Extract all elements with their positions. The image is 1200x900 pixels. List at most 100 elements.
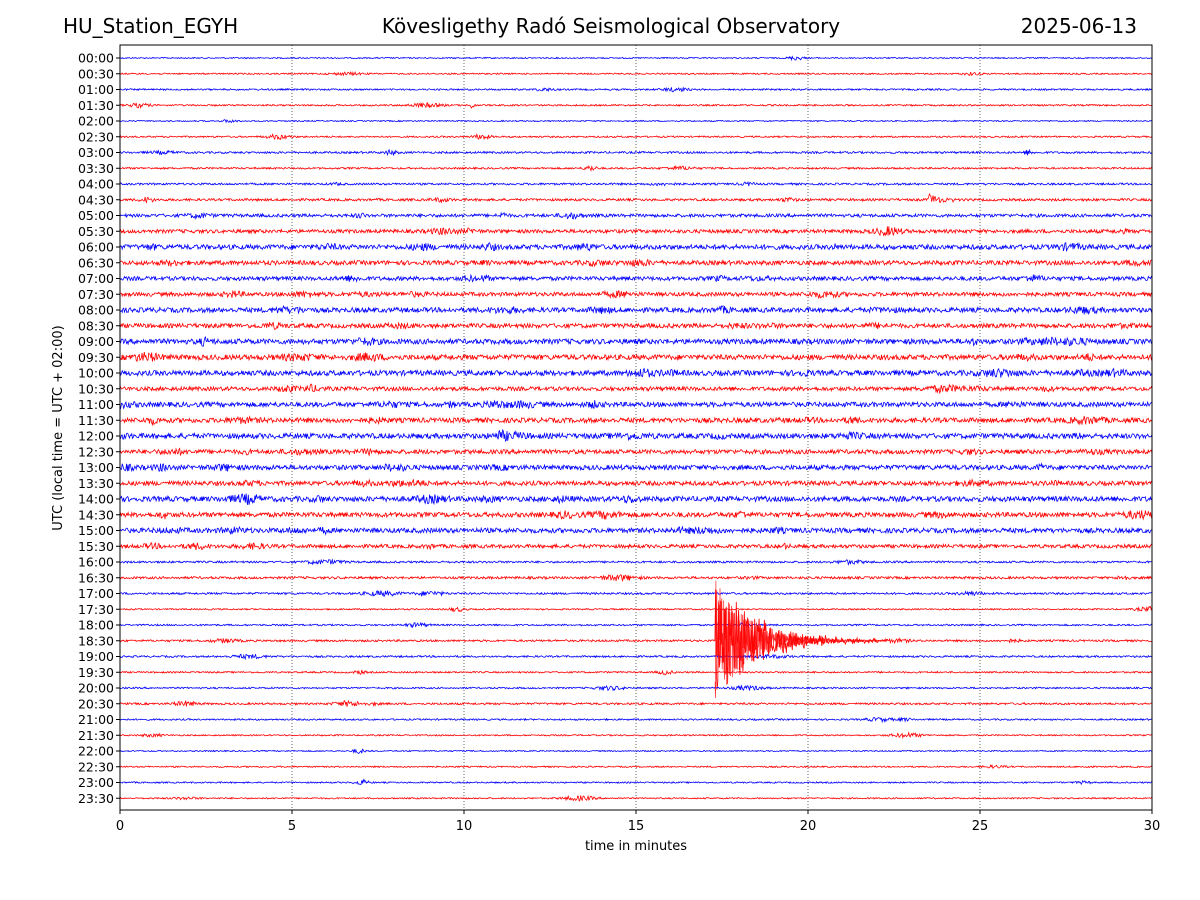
trace-row: [120, 383, 1152, 395]
trace-row: [120, 352, 1152, 363]
trace-row: [120, 525, 1152, 536]
y-tick-label: 18:30: [78, 633, 114, 648]
y-tick-label: 10:30: [78, 381, 114, 396]
trace-row: [120, 71, 1152, 77]
y-tick-label: 14:00: [78, 492, 114, 507]
event-layer: [714, 580, 888, 699]
y-tick-label: 05:30: [78, 224, 114, 239]
trace-row: [120, 335, 1152, 347]
trace-row: [120, 621, 1152, 629]
trace-row: [120, 447, 1152, 457]
x-tick-label: 5: [288, 819, 296, 834]
trace-row: [120, 589, 1152, 690]
trace-row: [120, 684, 1152, 692]
trace-row: [120, 192, 1152, 204]
trace-row: [120, 132, 1152, 141]
trace-row: [120, 399, 1152, 410]
y-tick-label: 07:30: [78, 287, 114, 302]
trace-row: [120, 305, 1152, 316]
y-axis-label: UTC (local time = UTC + 02:00): [51, 325, 66, 530]
trace-row: [120, 241, 1152, 252]
date-label: 2025-06-13: [1020, 14, 1137, 38]
y-tick-label: 05:00: [78, 208, 114, 223]
y-tick-label: 19:30: [78, 665, 114, 680]
y-tick-label: 06:30: [78, 255, 114, 270]
trace-row: [120, 478, 1152, 488]
y-tick-label: 09:00: [78, 334, 114, 349]
y-tick-label: 21:30: [78, 728, 114, 743]
trace-row: [120, 574, 1152, 583]
trace-row: [120, 493, 1152, 506]
y-tick-label: 18:00: [78, 618, 114, 633]
trace-row: [120, 258, 1152, 268]
y-tick-label: 15:30: [78, 539, 114, 554]
y-tick-label: 11:30: [78, 413, 114, 428]
y-tick-label: 07:00: [78, 271, 114, 286]
y-tick-label: 04:00: [78, 177, 114, 192]
y-axis: 00:0000:3001:0001:3002:0002:3003:0003:30…: [78, 51, 120, 806]
y-tick-label: 00:30: [78, 66, 114, 81]
y-tick-label: 16:00: [78, 555, 114, 570]
trace-row: [120, 86, 1152, 93]
trace-row: [120, 181, 1152, 187]
y-tick-label: 17:00: [78, 586, 114, 601]
event-waveform: [714, 580, 888, 699]
y-tick-label: 09:30: [78, 350, 114, 365]
trace-row: [120, 731, 1152, 740]
station-label: HU_Station_EGYH: [63, 14, 239, 38]
x-axis-label: time in minutes: [585, 839, 687, 854]
x-tick-label: 15: [628, 819, 645, 834]
trace-row: [120, 558, 1152, 566]
y-tick-label: 22:30: [78, 759, 114, 774]
y-tick-label: 08:00: [78, 303, 114, 318]
trace-row: [120, 226, 1152, 237]
trace-row: [120, 119, 1152, 124]
x-tick-label: 10: [456, 819, 473, 834]
y-tick-label: 00:00: [78, 51, 114, 66]
y-tick-label: 06:00: [78, 240, 114, 255]
trace-row: [120, 321, 1152, 331]
x-axis: 0 5 10 15 20 25 30: [116, 810, 1160, 834]
trace-row: [120, 428, 1152, 443]
y-tick-label: 15:00: [78, 523, 114, 538]
trace-row: [120, 653, 1152, 661]
y-tick-label: 03:30: [78, 161, 114, 176]
trace-row: [120, 699, 1152, 707]
y-tick-label: 01:00: [78, 82, 114, 97]
y-tick-label: 12:30: [78, 444, 114, 459]
y-tick-label: 20:30: [78, 696, 114, 711]
y-tick-label: 10:00: [78, 366, 114, 381]
trace-row: [120, 748, 1152, 755]
y-tick-label: 12:00: [78, 429, 114, 444]
y-tick-label: 19:00: [78, 649, 114, 664]
y-tick-label: 23:30: [78, 791, 114, 806]
y-tick-label: 17:30: [78, 602, 114, 617]
chart-title: Kövesligethy Radó Seismological Observat…: [381, 14, 841, 38]
x-tick-label: 20: [800, 819, 817, 834]
trace-row: [120, 289, 1152, 300]
trace-row: [120, 605, 1152, 613]
trace-row: [120, 794, 1152, 802]
trace-row: [120, 148, 1152, 157]
trace-row: [120, 462, 1152, 473]
trace-row: [120, 509, 1152, 521]
y-tick-label: 16:30: [78, 570, 114, 585]
x-tick-label: 30: [1144, 819, 1161, 834]
y-tick-label: 21:00: [78, 712, 114, 727]
trace-row: [120, 211, 1152, 221]
trace-row: [120, 164, 1152, 172]
y-tick-label: 13:30: [78, 476, 114, 491]
trace-row: [120, 367, 1152, 378]
y-tick-label: 20:00: [78, 681, 114, 696]
trace-row: [120, 778, 1152, 786]
y-tick-label: 02:30: [78, 129, 114, 144]
trace-row: [120, 541, 1152, 551]
y-tick-label: 22:00: [78, 744, 114, 759]
x-tick-label: 0: [116, 819, 124, 834]
trace-row: [120, 415, 1152, 427]
y-tick-label: 23:00: [78, 775, 114, 790]
y-tick-label: 08:30: [78, 318, 114, 333]
y-tick-label: 14:30: [78, 507, 114, 522]
traces: [120, 55, 1152, 802]
